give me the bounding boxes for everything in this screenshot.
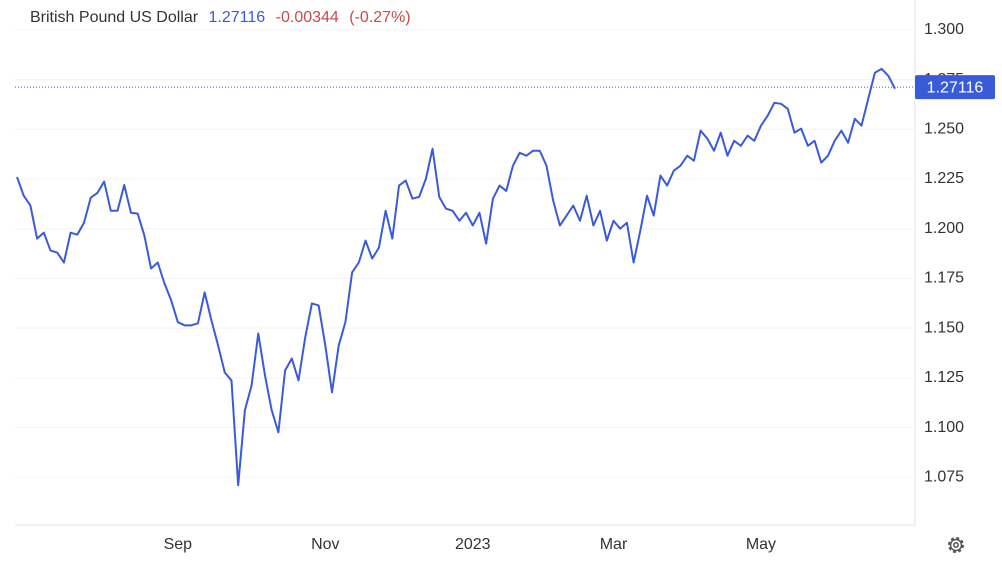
gear-hole (953, 542, 959, 548)
title: British Pound US Dollar (30, 9, 199, 26)
gear-body (949, 538, 963, 552)
change-percent: (-0.27%) (349, 9, 411, 26)
change: -0.00344 (275, 9, 339, 26)
y-tick-label: 1.225 (924, 170, 964, 187)
x-tick-label: 2023 (455, 536, 491, 553)
x-tick-label: May (746, 536, 776, 553)
y-tick-label: 1.125 (924, 369, 964, 386)
x-tick-label: Sep (164, 536, 193, 553)
header: British Pound US Dollar 1.27116 -0.00344… (30, 9, 417, 27)
y-tick-label: 1.075 (924, 468, 964, 485)
last-value: 1.27116 (208, 9, 266, 26)
last-price-box (915, 75, 995, 100)
settings-icon[interactable] (948, 537, 964, 553)
x-tick-label: Mar (600, 536, 628, 553)
y-tick-label: 1.100 (924, 419, 964, 436)
x-tick-label: Nov (311, 536, 339, 553)
y-tick-label: 1.200 (924, 220, 964, 237)
price-line (16, 67, 896, 487)
y-tick-label: 1.300 (924, 21, 964, 38)
y-tick-label: 1.175 (924, 270, 964, 287)
y-tick-label: 1.150 (924, 319, 964, 336)
y-tick-label: 1.250 (924, 120, 964, 137)
gear-teeth (948, 537, 964, 553)
last-price-label: 1.27116 (927, 79, 984, 96)
